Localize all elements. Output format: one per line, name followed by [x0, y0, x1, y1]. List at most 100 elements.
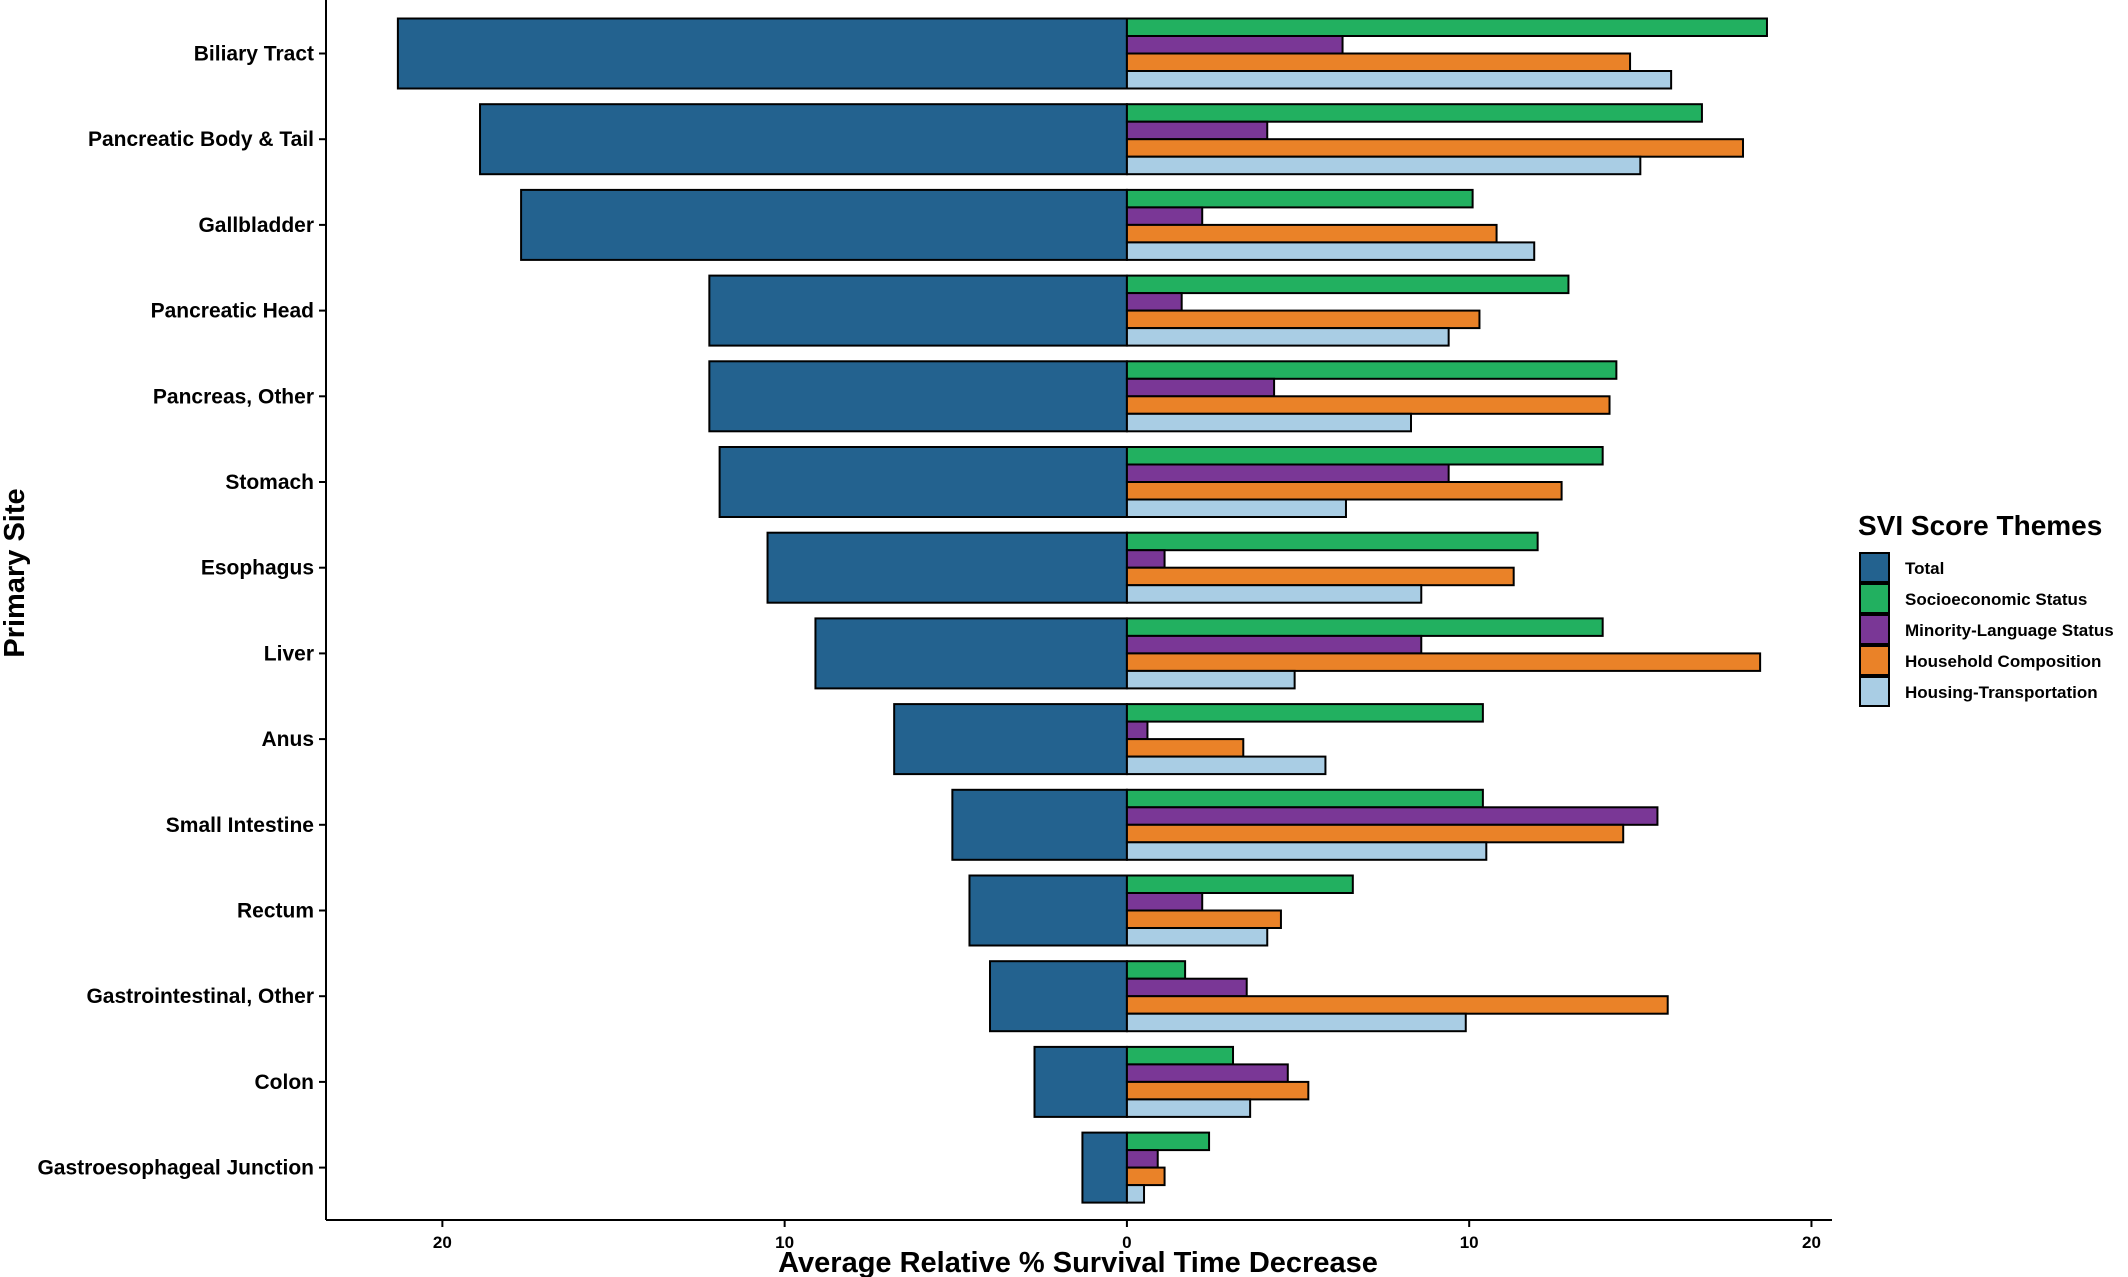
legend-label-total: Total [1905, 559, 1944, 578]
y-tick-label: Gastroesophageal Junction [37, 1157, 314, 1180]
bar-total-gastroesophageal-junction [1081, 1131, 1128, 1204]
bar-household-composition-anus [1125, 738, 1245, 758]
bar-household-composition-pancreatic-body-tail [1125, 138, 1745, 158]
bar-minority-language-status-pancreas-other [1125, 377, 1276, 398]
bar-socioeconomic-status-anus [1125, 703, 1484, 723]
bar-household-composition-pancreatic-head [1125, 309, 1481, 330]
bar-housing-transportation-pancreatic-head [1125, 327, 1450, 347]
bar-minority-language-status-pancreatic-head [1125, 292, 1183, 312]
bar-socioeconomic-status-gastroesophageal-junction [1125, 1131, 1211, 1152]
x-tick-label: 20 [1802, 1233, 1821, 1252]
legend-swatch-household-composition [1859, 645, 1890, 676]
legend-swatch-total [1859, 552, 1890, 583]
bar-household-composition-pancreas-other [1125, 395, 1611, 415]
bar-socioeconomic-status-pancreatic-body-tail [1125, 103, 1703, 123]
x-axis-title: Average Relative % Survival Time Decreas… [778, 1247, 1378, 1277]
legend-label-household-composition: Household Composition [1905, 652, 2101, 671]
bar-total-pancreatic-head [708, 274, 1128, 347]
bar-household-composition-small-intestine [1125, 823, 1625, 844]
legend-swatch-socioeconomic-status [1859, 583, 1890, 614]
bar-household-composition-esophagus [1125, 566, 1515, 587]
bar-household-composition-rectum [1125, 909, 1282, 929]
bar-household-composition-biliary-tract [1125, 52, 1632, 72]
y-tick-label: Esophagus [201, 557, 314, 580]
y-tick-label: Pancreatic Body & Tail [88, 128, 314, 151]
y-tick-label: Small Intestine [166, 814, 314, 837]
bar-housing-transportation-gastroesophageal-junction [1125, 1184, 1146, 1204]
y-tick-label: Biliary Tract [194, 43, 314, 66]
bar-minority-language-status-gastrointestinal-other [1125, 977, 1248, 998]
y-axis: Biliary Tract Pancreatic Body & Tail Gallb… [37, 0, 327, 1220]
bar-minority-language-status-pancreatic-body-tail [1125, 120, 1269, 141]
bars-layer [396, 17, 1768, 1204]
bar-housing-transportation-pancreas-other [1125, 412, 1413, 433]
bar-socioeconomic-status-pancreatic-head [1125, 274, 1570, 295]
bar-minority-language-status-small-intestine [1125, 806, 1659, 826]
bar-minority-language-status-liver [1125, 634, 1423, 655]
y-tick-label: Stomach [225, 471, 314, 494]
y-tick-label: Anus [262, 728, 315, 751]
bar-housing-transportation-biliary-tract [1125, 70, 1673, 90]
bar-total-gastrointestinal-other [989, 960, 1128, 1033]
x-tick-label: 0 [1122, 1233, 1131, 1252]
bar-minority-language-status-colon [1125, 1063, 1289, 1083]
bar-total-liver [814, 617, 1128, 690]
bar-socioeconomic-status-colon [1125, 1045, 1235, 1066]
bar-socioeconomic-status-pancreas-other [1125, 360, 1618, 380]
bar-total-rectum [968, 874, 1128, 947]
bar-total-stomach [718, 446, 1128, 518]
bar-socioeconomic-status-liver [1125, 617, 1604, 637]
bar-housing-transportation-pancreatic-body-tail [1125, 155, 1642, 176]
bar-minority-language-status-esophagus [1125, 549, 1166, 569]
bar-housing-transportation-small-intestine [1125, 841, 1488, 861]
bar-housing-transportation-esophagus [1125, 584, 1423, 604]
bar-household-composition-colon [1125, 1080, 1310, 1101]
bar-socioeconomic-status-small-intestine [1125, 788, 1484, 809]
bar-household-composition-gallbladder [1125, 223, 1498, 244]
bar-minority-language-status-rectum [1125, 892, 1204, 912]
x-tick-label: 10 [775, 1233, 794, 1252]
bar-minority-language-status-anus [1125, 720, 1149, 741]
y-tick-label: Pancreatic Head [151, 300, 314, 323]
bar-housing-transportation-anus [1125, 755, 1327, 776]
bar-total-esophagus [766, 531, 1128, 604]
legend-swatch-minority-language-status [1859, 614, 1890, 645]
legend-label-housing-transportation: Housing-Transportation [1905, 683, 2098, 702]
bar-housing-transportation-stomach [1125, 498, 1347, 518]
bar-minority-language-status-biliary-tract [1125, 35, 1344, 55]
bar-household-composition-gastroesophageal-junction [1125, 1166, 1166, 1187]
legend-title: SVI Score Themes [1858, 510, 2102, 541]
bar-household-composition-stomach [1125, 481, 1563, 501]
y-tick-label: Gallbladder [198, 214, 314, 237]
legend-label-minority-language-status: Minority-Language Status [1905, 621, 2114, 640]
bar-minority-language-status-gastroesophageal-junction [1125, 1149, 1159, 1169]
bar-total-pancreas-other [708, 360, 1128, 433]
legend: SVI Score Themes Total Socioeconomic Stat… [1858, 510, 2114, 707]
bar-household-composition-gastrointestinal-other [1125, 995, 1669, 1015]
bar-total-biliary-tract [396, 17, 1128, 90]
bar-housing-transportation-liver [1125, 669, 1296, 690]
y-tick-label: Rectum [237, 900, 314, 923]
bar-housing-transportation-rectum [1125, 927, 1269, 947]
x-tick-label: 20 [433, 1233, 452, 1252]
bar-socioeconomic-status-stomach [1125, 446, 1604, 466]
bar-total-gallbladder [520, 188, 1128, 261]
bar-housing-transportation-colon [1125, 1098, 1252, 1118]
bar-socioeconomic-status-gastrointestinal-other [1125, 960, 1187, 980]
y-axis-title: Primary Site [0, 488, 31, 657]
bar-total-pancreatic-body-tail [479, 103, 1128, 176]
legend-swatch-housing-transportation [1859, 676, 1890, 707]
bar-total-anus [893, 703, 1128, 776]
bar-household-composition-liver [1125, 652, 1762, 672]
bar-housing-transportation-gallbladder [1125, 241, 1536, 261]
bar-socioeconomic-status-esophagus [1125, 531, 1539, 552]
bar-housing-transportation-gastrointestinal-other [1125, 1012, 1467, 1033]
y-tick-label: Liver [264, 642, 314, 665]
legend-label-socioeconomic-status: Socioeconomic Status [1905, 590, 2087, 609]
bar-total-colon [1033, 1045, 1128, 1118]
x-axis: 20 10 0 10 20 [326, 1219, 1832, 1252]
bar-minority-language-status-stomach [1125, 463, 1450, 483]
y-tick-label: Colon [255, 1071, 314, 1094]
bar-total-small-intestine [951, 788, 1128, 861]
